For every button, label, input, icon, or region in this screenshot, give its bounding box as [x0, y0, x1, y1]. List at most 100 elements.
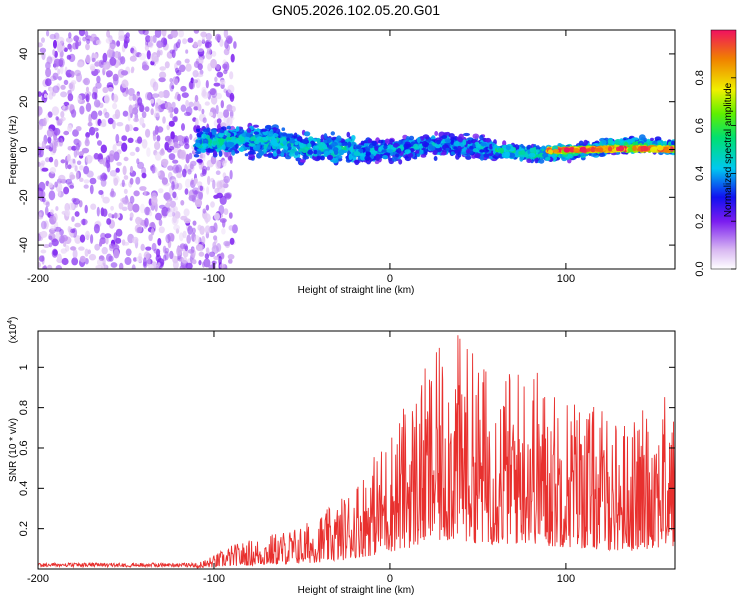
heatmap-cell — [222, 63, 228, 70]
heatmap-cell — [109, 150, 115, 157]
heatmap-cell — [158, 91, 165, 98]
heatmap-cell — [104, 94, 110, 104]
heatmap-cell — [112, 175, 120, 184]
heatmap-cell — [183, 137, 188, 143]
heatmap-cell — [353, 151, 361, 157]
heatmap-cell — [137, 97, 143, 106]
heatmap-cell — [494, 152, 500, 157]
heatmap-ytick-label: 0 — [18, 146, 30, 152]
heatmap-cell — [213, 82, 221, 87]
heatmap-cell — [56, 137, 62, 143]
heatmap-cell — [184, 143, 190, 150]
heatmap-cell — [92, 127, 99, 132]
heatmap-cell — [183, 243, 188, 250]
heatmap-cell — [145, 92, 151, 101]
heatmap-cell — [153, 248, 161, 254]
heatmap-cell — [205, 204, 210, 211]
heatmap-cell — [47, 136, 52, 144]
heatmap-cell — [85, 154, 93, 164]
colorbar-tick-label: 0.0 — [694, 261, 706, 276]
heatmap-cell — [84, 204, 88, 214]
heatmap-cell — [440, 151, 447, 156]
heatmap-cell — [185, 63, 192, 72]
heatmap-cell — [192, 79, 199, 84]
heatmap-cell — [223, 175, 230, 184]
heatmap-cell — [132, 236, 139, 244]
heatmap-cell — [185, 49, 189, 54]
heatmap-cell — [320, 155, 325, 161]
heatmap-cell — [135, 216, 142, 225]
heatmap-cell — [140, 203, 145, 214]
heatmap-cell — [115, 228, 123, 237]
heatmap-cell — [53, 213, 58, 222]
heatmap-cell — [53, 127, 61, 136]
heatmap-cell — [389, 151, 394, 156]
heatmap-cell — [303, 131, 311, 137]
heatmap-cell — [60, 91, 68, 98]
heatmap-cell — [179, 64, 186, 73]
heatmap-cell — [434, 131, 439, 136]
heatmap-cell — [102, 86, 109, 94]
heatmap-cell — [529, 147, 534, 152]
heatmap-cell — [38, 146, 42, 156]
heatmap-cell — [235, 143, 239, 149]
heatmap-cell — [528, 152, 536, 158]
heatmap-cell — [180, 85, 187, 92]
heatmap-cell — [408, 135, 415, 141]
heatmap-cell — [94, 61, 100, 67]
heatmap-cell — [196, 47, 204, 52]
heatmap-cell — [136, 256, 143, 262]
heatmap-cell — [45, 78, 52, 87]
heatmap-cell — [64, 202, 70, 212]
heatmap-cell — [193, 235, 201, 244]
heatmap-cell — [42, 117, 47, 127]
colorbar-tick-label: 0.6 — [694, 118, 706, 133]
heatmap-cell — [106, 30, 111, 38]
heatmap-cell — [267, 154, 273, 158]
heatmap-cell — [164, 135, 172, 142]
heatmap-cell — [415, 150, 420, 154]
heatmap-cell — [169, 112, 174, 119]
heatmap-cell — [331, 157, 339, 164]
heatmap-cell — [187, 249, 195, 254]
heatmap-cell — [407, 152, 414, 158]
heatmap-cell — [448, 133, 455, 139]
heatmap-cell — [318, 144, 323, 150]
heatmap-cell — [83, 165, 90, 175]
heatmap-cell — [162, 116, 166, 124]
heatmap-cell — [156, 135, 161, 142]
heatmap-cell — [245, 132, 251, 138]
heatmap-cell — [281, 149, 287, 154]
heatmap-cell — [177, 39, 181, 45]
heatmap-cell — [215, 33, 222, 42]
heatmap-cell — [150, 108, 154, 116]
heatmap-cell — [238, 136, 245, 143]
heatmap-cell — [171, 101, 176, 109]
heatmap-cell — [542, 152, 549, 158]
snr-ytick-label: 1 — [18, 364, 30, 370]
heatmap-cell — [79, 165, 84, 171]
heatmap-cell — [137, 136, 143, 144]
heatmap-cell — [57, 36, 65, 45]
heatmap-cell — [116, 161, 122, 166]
heatmap-cell — [150, 98, 155, 104]
heatmap-cell — [204, 225, 211, 234]
heatmap-cell — [67, 43, 72, 50]
heatmap-cell — [243, 136, 251, 141]
heatmap-cell — [99, 174, 104, 181]
heatmap-cell — [479, 154, 485, 161]
heatmap-cell — [65, 37, 73, 43]
heatmap-cell — [272, 127, 278, 132]
heatmap-cell — [140, 243, 145, 251]
heatmap-cell — [72, 198, 80, 205]
heatmap-cell — [150, 227, 155, 236]
heatmap-cell — [108, 213, 113, 218]
heatmap-cell — [187, 168, 192, 175]
heatmap-cell — [141, 111, 147, 119]
heatmap-cell — [267, 131, 274, 137]
heatmap-cell — [85, 54, 91, 64]
heatmap-cell — [59, 118, 64, 124]
heatmap-cell — [230, 53, 235, 63]
heatmap-cell — [205, 41, 212, 49]
heatmap-cell — [185, 153, 190, 164]
